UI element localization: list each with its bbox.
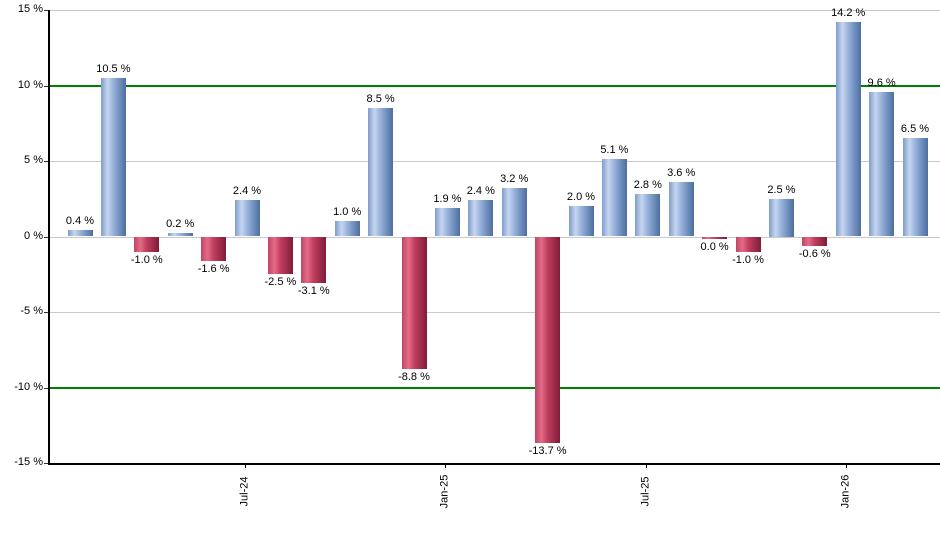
x-axis: Jul-24 Jan-25 Jul-25 Jan-26 [48, 463, 938, 550]
bar [702, 236, 728, 239]
bar [768, 198, 794, 237]
bar-value-label: 0.2 % [166, 218, 195, 231]
bar [869, 91, 895, 237]
bar-value-label: 2.5 % [767, 183, 796, 196]
y-axis-label: -10 % [14, 380, 43, 393]
bar [334, 221, 360, 237]
bar [201, 236, 227, 261]
y-axis-tick [44, 463, 48, 464]
bar-value-label: 2.0 % [566, 191, 596, 204]
plot-area: 0.4 % 10.5 % -1.0 % 0.2 % -1.6 % 2.4 % -2.5 % -… [48, 7, 940, 465]
threshold-line [50, 386, 940, 389]
bar-value-label: 2.4 % [466, 185, 495, 198]
bar [434, 207, 460, 237]
y-axis-tick [44, 387, 48, 389]
bar [234, 200, 260, 237]
y-axis-tick [44, 236, 48, 238]
y-axis-label: 0 % [24, 229, 43, 242]
gridline [50, 161, 940, 162]
bar [401, 236, 427, 370]
bar-value-label: 9.6 % [867, 76, 896, 89]
bar [468, 200, 494, 237]
x-axis-tick [445, 463, 447, 468]
bar [601, 159, 627, 237]
bar-value-label: 2.4 % [232, 185, 262, 198]
threshold-line [50, 84, 940, 87]
bar-value-label: 14.2 % [831, 7, 866, 20]
bar-value-label: 5.1 % [600, 144, 629, 157]
bar-value-label: 3.2 % [500, 173, 529, 186]
bar [301, 236, 327, 284]
y-axis-tick [44, 161, 48, 162]
x-axis-label: Jul-24 [238, 476, 251, 507]
x-axis-tick [645, 463, 647, 468]
y-axis: 15 % 10 % 5 % 0 % -5 % -10 % -15 % [0, 0, 48, 550]
bar-value-label: 0.4 % [65, 215, 95, 228]
y-axis-label: -15 % [14, 456, 43, 468]
bar [100, 77, 126, 237]
bar-value-label: 8.5 % [366, 93, 395, 106]
x-axis-label: Jul-25 [639, 476, 652, 507]
bar-value-label: 10.5 % [96, 62, 131, 75]
bar-value-label: 6.5 % [900, 123, 930, 136]
gridline [50, 312, 940, 313]
bar [835, 22, 861, 237]
y-axis-label: 15 % [17, 3, 43, 15]
bar-value-label: -13.7 % [528, 445, 567, 458]
bar-value-label: -2.5 % [264, 276, 297, 289]
x-axis-label: Jan-25 [438, 474, 451, 509]
bar-value-label: -1.0 % [130, 253, 163, 266]
x-axis-tick [846, 463, 848, 468]
bar-value-label: -1.0 % [732, 253, 764, 266]
bar [134, 236, 160, 252]
bar [568, 206, 594, 237]
bar-value-label: -3.1 % [297, 285, 330, 298]
gridline [50, 236, 940, 238]
gridline [50, 10, 940, 11]
bar-value-label: -0.6 % [798, 247, 831, 260]
bar-value-label: -8.8 % [398, 371, 430, 384]
bar [167, 233, 193, 237]
bar [535, 236, 561, 444]
y-axis-label: -5 % [20, 305, 43, 317]
bar-value-label: -1.6 % [197, 262, 230, 275]
y-axis-tick [44, 85, 48, 87]
bar [902, 138, 928, 237]
x-axis-label: Jan-26 [839, 474, 852, 509]
bar-value-label: 2.8 % [633, 179, 662, 192]
bar [501, 188, 527, 237]
y-axis-label: 10 % [17, 78, 43, 91]
bar-value-label: 0.0 % [700, 240, 729, 253]
y-axis-tick [44, 10, 48, 11]
y-axis-label: 5 % [24, 154, 43, 166]
bar-value-label: 1.9 % [433, 192, 462, 205]
bar [67, 230, 93, 237]
bar-value-label: 1.0 % [333, 206, 362, 219]
bar [267, 236, 293, 275]
bar [802, 236, 828, 246]
x-axis-tick [245, 463, 246, 468]
bar [735, 236, 761, 252]
bar [635, 194, 661, 237]
y-axis-tick [44, 312, 48, 313]
bar [668, 182, 694, 237]
bar [368, 108, 394, 237]
bar-value-label: 3.6 % [667, 167, 696, 180]
